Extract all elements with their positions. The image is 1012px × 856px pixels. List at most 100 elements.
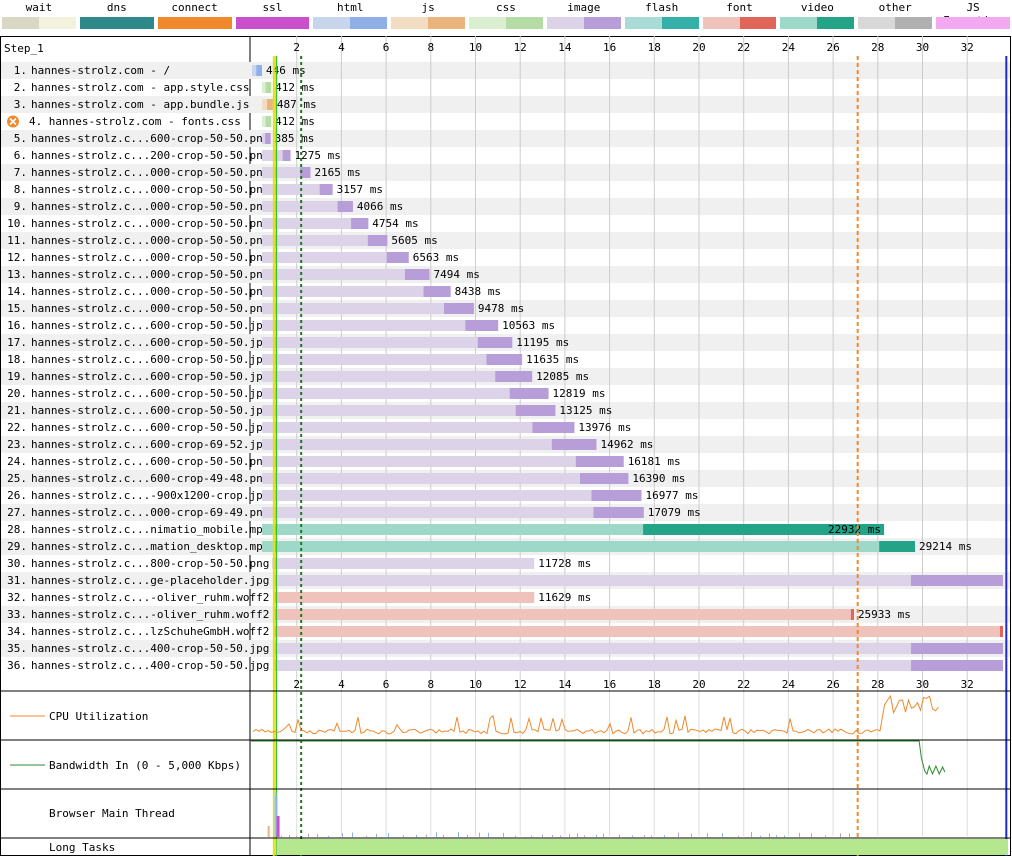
main-thread-tick	[738, 835, 739, 837]
main-thread-tick	[644, 835, 645, 837]
request-bar-download	[999, 626, 1003, 637]
request-duration: 8438 ms	[455, 285, 501, 298]
axis-tick-label-top: 6	[383, 41, 390, 54]
main-thread-tick	[769, 833, 770, 837]
legend-label: js	[421, 1, 435, 14]
main-thread-tick	[388, 832, 389, 837]
legend-item-js: js	[389, 0, 467, 34]
request-bar-download	[911, 643, 1003, 654]
legend-item-wait: wait	[0, 0, 78, 34]
legend-label: other	[878, 1, 912, 14]
request-label: hannes-strolz.c...nimatio_mobile.mp4	[31, 523, 270, 536]
legend-label: wait	[25, 1, 53, 14]
request-bar-wait	[274, 660, 1003, 671]
request-number: 20.	[7, 387, 27, 400]
request-label: hannes-strolz.c...ge-placeholder.jpg	[31, 574, 269, 587]
request-number: 2.	[14, 81, 27, 94]
request-duration: 385 ms	[275, 132, 315, 145]
main-thread-tick	[436, 832, 437, 837]
request-number: 28.	[7, 523, 27, 536]
request-bar-wait	[273, 575, 1003, 586]
request-bar-wait	[262, 405, 556, 416]
main-thread-tick	[722, 833, 723, 837]
request-number: 6.	[14, 149, 27, 162]
request-bar-download	[351, 218, 369, 229]
main-thread-tick	[776, 835, 777, 837]
request-label: hannes-strolz.c...000-crop-69-49.png	[31, 506, 269, 519]
main-thread-tick	[515, 835, 516, 837]
request-number: 3.	[14, 98, 27, 111]
request-bar-download	[386, 252, 409, 263]
legend-swatch	[2, 17, 76, 29]
long-tasks-bar	[276, 839, 1009, 855]
request-number: 22.	[7, 421, 27, 434]
main-thread-tick	[577, 833, 578, 837]
request-bar-wait	[274, 643, 1003, 654]
request-bar-wait	[262, 184, 333, 195]
request-bar-download	[579, 473, 629, 484]
main-thread-burst	[273, 792, 277, 837]
axis-tick-label-bottom: 8	[427, 678, 434, 691]
request-bar-download	[911, 660, 1003, 671]
legend-item-image: image	[545, 0, 623, 34]
main-thread-tick	[691, 833, 692, 837]
request-bar-wait	[262, 235, 388, 246]
request-bar-download	[465, 320, 499, 331]
axis-tick-label-bottom: 14	[558, 678, 572, 691]
request-bar-wait	[274, 626, 1003, 637]
axis-tick-label-top: 22	[737, 41, 750, 54]
request-label: hannes-strolz.c...600-crop-49-48.png	[31, 472, 269, 485]
main-thread-tick	[596, 834, 597, 837]
request-duration: 29214 ms	[919, 540, 972, 553]
main-thread-tick	[289, 834, 290, 837]
request-number: 27.	[7, 506, 27, 519]
main-thread-tick	[840, 833, 841, 837]
axis-tick-label-bottom: 26	[826, 678, 839, 691]
legend-label: video	[800, 1, 834, 14]
cpu-utilization-label: CPU Utilization	[49, 710, 148, 723]
main-thread-tick	[811, 833, 812, 837]
request-label: hannes-strolz.c...200-crop-50-50.png	[31, 149, 269, 162]
axis-tick-label-top: 2	[293, 41, 300, 54]
request-duration: 11195 ms	[516, 336, 569, 349]
request-label: hannes-strolz.c...800-crop-50-50.png	[31, 557, 269, 570]
request-bar-download	[367, 235, 388, 246]
main-thread-tick	[569, 834, 570, 837]
axis-tick-label-top: 26	[826, 41, 839, 54]
request-label: hannes-strolz.c...000-crop-50-50.png	[31, 285, 269, 298]
request-duration: 412 ms	[275, 81, 315, 94]
legend-label: ssl	[262, 1, 283, 14]
request-bar-wait	[262, 524, 885, 535]
legend-item-html: html	[311, 0, 389, 34]
request-bar-wait	[262, 439, 597, 450]
request-label: hannes-strolz.c...600-crop-69-52.jpg	[31, 438, 269, 451]
axis-tick-label-top: 18	[648, 41, 661, 54]
legend-swatch	[702, 17, 777, 29]
main-thread-tick	[603, 833, 604, 837]
axis-tick-label-bottom: 16	[603, 678, 616, 691]
legend-swatch	[391, 17, 466, 29]
request-number: 18.	[7, 353, 27, 366]
request-label: hannes-strolz.c...000-crop-50-50.png	[31, 234, 269, 247]
request-label: hannes-strolz.c...-oliver_ruhm.woff2	[31, 591, 269, 604]
axis-tick-label-bottom: 28	[871, 678, 884, 691]
request-duration: 4754 ms	[372, 217, 418, 230]
legend-item-flash: flash	[623, 0, 701, 34]
request-duration: 11635 ms	[526, 353, 579, 366]
legend-label: connect	[171, 1, 218, 14]
request-bar-wait	[262, 354, 523, 365]
request-label: hannes-strolz.c...000-crop-50-50.png	[31, 200, 269, 213]
request-number: 8.	[14, 183, 27, 196]
request-number: 7.	[14, 166, 27, 179]
request-label: hannes-strolz.c...400-crop-50-50.jpg	[31, 642, 269, 655]
request-number: 19.	[7, 370, 27, 383]
request-label: hannes-strolz.c...000-crop-50-50.png	[31, 302, 269, 315]
request-number: 17.	[7, 336, 27, 349]
request-number: 26.	[7, 489, 27, 502]
legend-swatch	[936, 17, 1010, 29]
request-label: hannes-strolz.com - app.style.css	[31, 81, 250, 94]
request-number: 25.	[7, 472, 27, 485]
main-thread-tick	[479, 832, 480, 837]
request-bar-download	[551, 439, 597, 450]
request-label: hannes-strolz.com - /	[31, 64, 170, 77]
